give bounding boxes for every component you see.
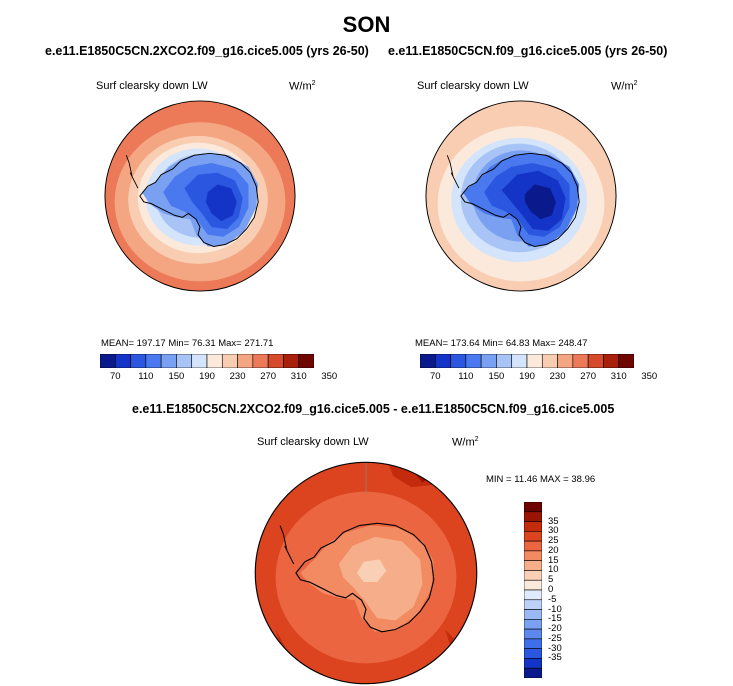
colorbar-tick-label: -15: [548, 613, 562, 625]
colorbar-tick-label: 150: [168, 371, 185, 382]
colorbar-tick-label: -10: [548, 603, 562, 615]
diff-colorbar-labels: 35 30 25 20 15 10 5 0 -5 -10 -15 -20 -25 -30 -35: [548, 502, 578, 678]
colorbar-swatch: [524, 521, 542, 532]
colorbar-swatch: [524, 570, 542, 581]
colorbar-swatch: [434, 354, 451, 368]
colorbar-swatch: [496, 354, 513, 368]
colorbar-swatch: [206, 354, 223, 368]
colorbar-tick-label: 110: [138, 371, 154, 382]
colorbar-swatch: [191, 354, 208, 368]
colorbar-swatch: [603, 354, 620, 368]
panel2-map: [425, 100, 617, 292]
panel3-stats: MIN = 11.46 MAX = 38.96: [486, 474, 596, 485]
colorbar-swatch: [176, 354, 193, 368]
colorbar-swatch: [283, 354, 300, 368]
colorbar-swatch: [298, 354, 314, 368]
colorbar-tick-label: 110: [458, 371, 474, 382]
colorbar-swatch: [572, 354, 589, 368]
colorbar-swatch: [221, 354, 238, 368]
colorbar-swatch: [450, 354, 467, 368]
colorbar-tick-label: 35: [548, 515, 559, 527]
panel2-colorbar: [420, 354, 634, 368]
colorbar-tick-label: -25: [548, 632, 562, 644]
colorbar-tick-label: 0: [548, 584, 554, 595]
colorbar-swatch: [480, 354, 497, 368]
colorbar-tick-label: 350: [321, 371, 338, 382]
panel2-case-title: e.e11.E1850C5CN.f09_g16.cice5.005 (yrs 2…: [388, 44, 668, 58]
colorbar-tick-label: 5: [548, 574, 554, 586]
colorbar-swatch: [524, 599, 542, 610]
colorbar-swatch: [524, 609, 542, 620]
diff-colorbar: [524, 502, 542, 678]
colorbar-swatch: [524, 531, 542, 542]
colorbar-swatch: [420, 354, 436, 368]
colorbar-tick-label: 310: [290, 371, 307, 382]
colorbar-swatch: [511, 354, 528, 368]
panel2-stats: MEAN= 173.64 Min= 64.83 Max= 248.47: [415, 338, 588, 349]
colorbar-tick-label: 270: [260, 371, 277, 382]
colorbar-swatch: [145, 354, 162, 368]
colorbar-swatch: [587, 354, 604, 368]
colorbar-swatch: [524, 589, 542, 601]
colorbar-swatch: [541, 354, 558, 368]
colorbar-tick-label: 25: [548, 535, 559, 547]
colorbar-swatch: [524, 502, 542, 513]
colorbar-swatch: [524, 511, 542, 522]
colorbar-tick-label: 10: [548, 564, 559, 576]
colorbar-swatch: [100, 354, 116, 368]
panel2-variable-label: Surf clearsky down LW: [417, 80, 529, 92]
colorbar-swatch: [526, 354, 543, 368]
colorbar-tick-label: 30: [548, 525, 559, 537]
colorbar-tick-label: -35: [548, 652, 562, 664]
colorbar-swatch: [524, 638, 542, 649]
colorbar-tick-label: 230: [229, 371, 246, 382]
colorbar-tick-label: 350: [641, 371, 658, 382]
panel1-case-title: e.e11.E1850C5CN.2XCO2.f09_g16.cice5.005 …: [45, 44, 369, 58]
colorbar-tick-label: 70: [429, 371, 441, 382]
panel2-unit-label: W/m2: [611, 80, 638, 93]
colorbar-swatch: [524, 619, 542, 630]
colorbar-tick-label: 15: [548, 554, 559, 566]
colorbar-swatch: [524, 658, 542, 669]
colorbar-swatch: [524, 550, 542, 561]
colorbar-swatch: [465, 354, 482, 368]
colorbar-tick-label: 190: [199, 371, 215, 382]
panel1-unit-label: W/m2: [289, 80, 316, 93]
colorbar-swatch: [267, 354, 284, 368]
colorbar-swatch: [252, 354, 269, 368]
colorbar-swatch: [524, 648, 542, 659]
colorbar-tick-label: 20: [548, 544, 559, 556]
colorbar-swatch: [160, 354, 177, 368]
colorbar-tick-label: 70: [109, 371, 121, 382]
colorbar-swatch: [557, 354, 574, 368]
colorbar-swatch: [524, 560, 542, 571]
colorbar-tick-label: 230: [549, 371, 566, 382]
colorbar-swatch: [524, 667, 542, 678]
colorbar-swatch: [618, 354, 634, 368]
diff-title: e.e11.E1850C5CN.2XCO2.f09_g16.cice5.005 …: [132, 402, 615, 416]
panel1-variable-label: Surf clearsky down LW: [96, 80, 208, 92]
colorbar-tick-label: -30: [548, 642, 562, 654]
panel1-colorbar: [100, 354, 314, 368]
colorbar-tick-label: 190: [519, 371, 535, 382]
colorbar-tick-label: -5: [548, 593, 557, 605]
panel1-stats: MEAN= 197.17 Min= 76.31 Max= 271.71: [101, 338, 274, 349]
panel3-map: [254, 461, 478, 685]
colorbar-swatch: [524, 540, 542, 552]
panel1-colorbar-labels: 70 110 150 190 230 270 310 350: [100, 371, 337, 383]
colorbar-tick-label: 270: [580, 371, 597, 382]
colorbar-swatch: [114, 354, 131, 368]
colorbar-swatch: [524, 628, 542, 640]
colorbar-tick-label: -20: [548, 623, 562, 635]
colorbar-tick-label: 310: [610, 371, 627, 382]
panel3-variable-label: Surf clearsky down LW: [257, 436, 369, 448]
colorbar-tick-label: 150: [488, 371, 505, 382]
panel3-unit-label: W/m2: [452, 436, 479, 449]
colorbar-swatch: [130, 354, 147, 368]
panel2-colorbar-labels: 70 110 150 190 230 270 310 350: [420, 371, 657, 383]
colorbar-swatch: [237, 354, 254, 368]
panel1-map: [104, 100, 296, 292]
season-title: SON: [342, 12, 391, 37]
colorbar-swatch: [524, 579, 542, 591]
